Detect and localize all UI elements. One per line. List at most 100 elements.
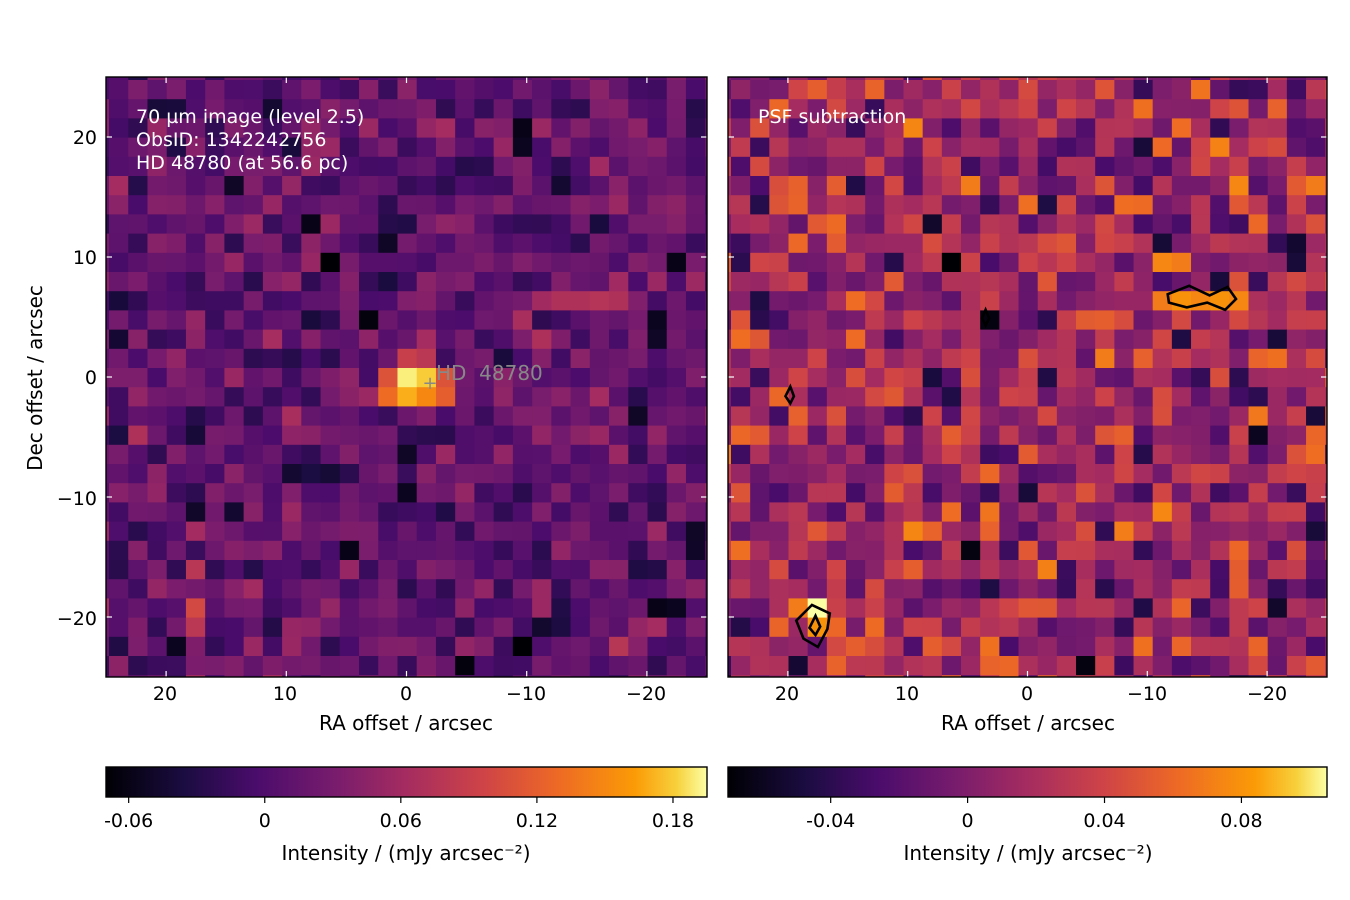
right-heatmap-cell	[941, 156, 962, 176]
left-heatmap-cell	[146, 444, 167, 464]
right-heatmap-cell	[1037, 444, 1057, 464]
right-heatmap-cell	[1094, 175, 1115, 196]
left-heatmap-cell	[281, 98, 302, 119]
right-heatmap-cell	[1267, 559, 1287, 580]
right-heatmap-cell	[1228, 501, 1249, 522]
left-heatmap-cell	[550, 405, 571, 426]
left-heatmap-cell	[185, 540, 206, 560]
right-heatmap-cell	[807, 559, 827, 580]
left-heatmap-cell	[493, 290, 513, 311]
right-heatmap-cell	[902, 77, 923, 80]
right-contour-line	[783, 383, 796, 406]
left-heatmap-cell	[435, 98, 456, 119]
left-heatmap-cell	[396, 290, 417, 311]
right-heatmap-cell	[1209, 233, 1230, 253]
right-heatmap-cell	[1017, 521, 1038, 541]
left-heatmap-cell	[704, 98, 707, 119]
right-heatmap-cell	[864, 329, 885, 349]
left-heatmap-cell	[358, 271, 379, 292]
right-heatmap-cell	[1037, 674, 1057, 677]
left-heatmap-cell	[377, 444, 398, 464]
left-heatmap-cell	[108, 290, 129, 311]
right-heatmap-cell	[826, 444, 847, 464]
left-heatmap-cell	[435, 348, 456, 368]
left-heatmap-cell	[108, 77, 129, 80]
left-heatmap-cell	[185, 578, 206, 599]
left-heatmap-cell	[281, 252, 302, 272]
right-heatmap-cell	[1113, 156, 1134, 176]
right-heatmap-cell	[728, 309, 731, 330]
left-heatmap-cell	[704, 501, 707, 522]
right-heatmap-cell	[845, 156, 866, 176]
right-heatmap-cell	[826, 79, 847, 100]
left-heatmap-cell	[454, 137, 475, 157]
left-heatmap-cell	[319, 425, 340, 445]
right-heatmap-cell	[941, 482, 962, 503]
left-heatmap-cell	[319, 117, 340, 138]
right-heatmap-cell	[1037, 540, 1057, 560]
right-heatmap-cell	[826, 521, 847, 541]
left-heatmap-cell	[127, 329, 148, 349]
right-heatmap-cell	[787, 559, 808, 580]
right-heatmap-cell	[1056, 252, 1077, 272]
right-heatmap-cell	[1247, 501, 1268, 522]
left-heatmap-cell	[666, 674, 686, 677]
left-heatmap-cell	[223, 597, 244, 618]
right-heatmap-cell	[1286, 233, 1307, 253]
left-heatmap-cell	[166, 501, 186, 522]
right-heatmap-cell	[1132, 194, 1153, 215]
right-heatmap-cell	[1190, 674, 1211, 677]
right-heatmap-cell	[1113, 386, 1134, 407]
right-heatmap-cell	[1324, 444, 1327, 464]
right-heatmap-cell	[1228, 521, 1249, 541]
left-heatmap-cell	[204, 655, 225, 676]
right-heatmap-cell	[1056, 117, 1077, 138]
right-heatmap-cell	[1132, 540, 1153, 560]
left-heatmap-cell	[243, 463, 263, 484]
left-heatmap-cell	[493, 482, 513, 503]
right-heatmap-cell	[826, 194, 847, 215]
left-heatmap-cell	[454, 213, 475, 234]
left-heatmap-cell	[435, 213, 456, 234]
right-heatmap-cell	[845, 425, 866, 445]
left-heatmap-cell	[108, 271, 129, 292]
right-heatmap-cell	[787, 233, 808, 253]
left-heatmap-cell	[396, 175, 417, 196]
left-heatmap-cell	[166, 213, 186, 234]
left-heatmap-cell	[300, 521, 321, 541]
left-heatmap-cell	[319, 559, 340, 580]
left-heatmap-cell	[223, 175, 244, 196]
right-heatmap-cell	[1037, 156, 1057, 176]
left-heatmap-cell	[493, 559, 513, 580]
right-heatmap-cell	[1094, 271, 1115, 292]
left-heatmap-cell	[262, 329, 283, 349]
left-heatmap-cell	[358, 137, 379, 157]
right-heatmap-cell	[1037, 425, 1057, 445]
left-heatmap-cell	[319, 156, 340, 176]
right-heatmap-cell	[902, 348, 923, 368]
right-heatmap-cell	[1037, 252, 1057, 272]
left-heatmap-cell	[319, 674, 340, 677]
left-heatmap-cell	[627, 578, 648, 599]
left-heatmap-cell	[106, 348, 109, 368]
left-heatmap-cell	[166, 540, 186, 560]
right-heatmap-cell	[1132, 386, 1153, 407]
right-heatmap-cell	[979, 233, 1000, 253]
left-heatmap-cell	[473, 636, 494, 656]
right-heatmap-cell	[1152, 309, 1172, 330]
right-heatmap-cell	[941, 117, 962, 138]
left-heatmap-cell	[666, 194, 686, 215]
right-heatmap-cell	[1056, 482, 1077, 503]
right-heatmap-cell	[807, 482, 827, 503]
right-heatmap-cell	[749, 194, 770, 215]
left-heatmap-cell	[589, 444, 610, 464]
left-heatmap-cell	[704, 674, 707, 677]
left-heatmap-cell	[473, 117, 494, 138]
right-heatmap-cell	[1228, 309, 1249, 330]
left-heatmap-cell	[704, 386, 707, 407]
right-heatmap-cell	[1228, 77, 1249, 80]
right-heatmap-cell	[1037, 578, 1057, 599]
right-heatmap-cell	[1152, 252, 1172, 272]
right-heatmap-cell	[941, 521, 962, 541]
left-heatmap-cell	[531, 194, 552, 215]
